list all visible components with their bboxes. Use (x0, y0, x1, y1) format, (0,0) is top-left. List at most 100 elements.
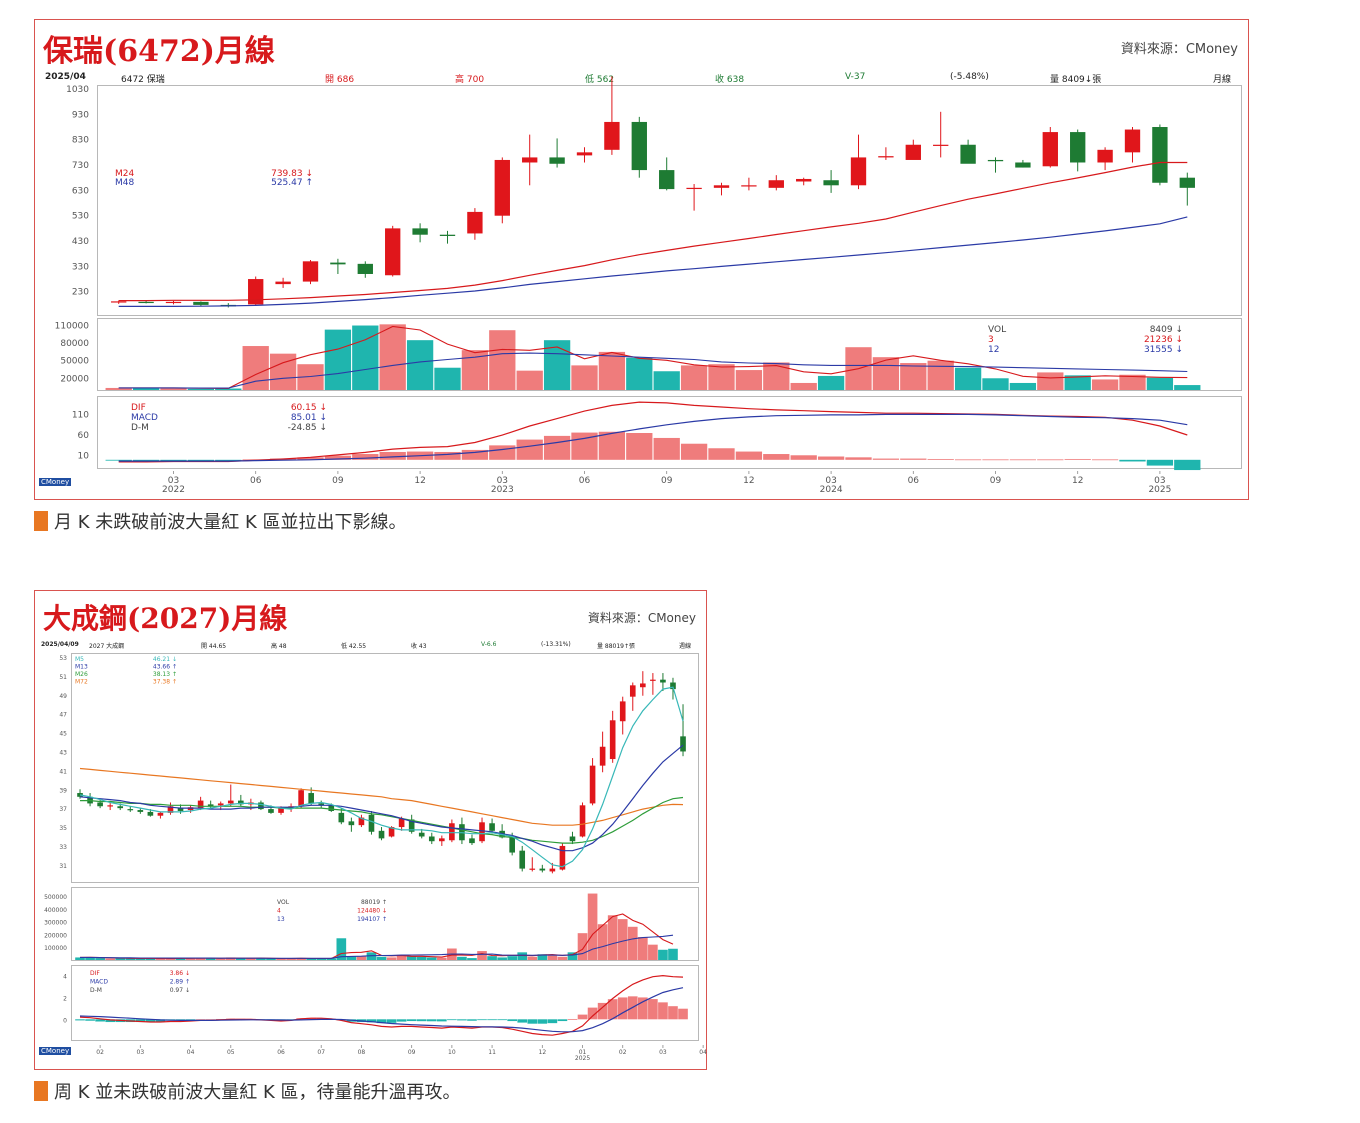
osc-bar (297, 457, 324, 460)
macd-line (79, 987, 684, 1033)
y-tick-label: 39 (59, 787, 67, 794)
y-tick-label: 51 (59, 674, 67, 681)
y-tick-label: 45 (59, 731, 67, 738)
macd-line (118, 413, 1188, 462)
y-tick-label: 43 (59, 749, 67, 756)
candle-down (1179, 177, 1195, 188)
volume-bar (638, 937, 648, 960)
vol-tick-label: 20000 (60, 374, 89, 384)
y-tick-label: 930 (72, 110, 89, 120)
osc-bar (105, 1019, 115, 1023)
info-period: 週線 (679, 643, 692, 650)
volume-bar (527, 956, 538, 960)
volume-bar (517, 952, 528, 960)
vol-legend-value: 21236 ↓ (1144, 335, 1183, 345)
vol-legend-label: VOL (277, 899, 290, 906)
volume-bar (653, 371, 680, 390)
osc-bar (617, 997, 628, 1020)
osc-bar (135, 1019, 146, 1023)
volume-bar (434, 367, 461, 390)
volume-bar (105, 387, 132, 390)
volume-bar (205, 958, 216, 960)
candle-down (412, 228, 428, 235)
y-tick-label: 630 (72, 186, 89, 196)
macd-legend-label: DIF (131, 403, 146, 413)
candle-up (599, 746, 606, 766)
osc-bar (85, 1019, 95, 1021)
osc-bar (376, 1019, 387, 1024)
info-close: 收 638 (715, 75, 745, 85)
volume-bar (326, 958, 337, 960)
osc-bar (406, 1019, 417, 1022)
volume-bar (668, 948, 678, 960)
candle-down (539, 868, 546, 871)
volume-bar (467, 958, 477, 960)
volume-bar (457, 956, 467, 960)
candle-up (640, 683, 646, 688)
chart-1-canvas: 1030 930 830 730 630 530 430 330 230 M24 739.83 ↓ M… (55, 76, 1201, 495)
osc-bar (735, 451, 763, 460)
x-tick-label: 06 (579, 476, 591, 486)
osc-bar (1037, 459, 1064, 461)
vol-tick-label: 100000 (44, 945, 67, 952)
osc-bar (658, 1002, 668, 1020)
osc-bar (447, 1019, 457, 1021)
osc-bar (416, 1019, 427, 1022)
candle-down (428, 836, 435, 842)
osc-bar (678, 1008, 688, 1020)
osc-bar (352, 454, 379, 460)
osc-bar (567, 1018, 578, 1020)
y-tick-label: 31 (59, 863, 67, 870)
x-tick-label: 03 (497, 476, 508, 486)
vol-legend-value: 88019 ↑ (361, 899, 387, 906)
vol-legend-label: 13 (277, 916, 285, 923)
volume-bar (587, 893, 598, 960)
volume-bar (215, 958, 226, 960)
volume-bar (376, 956, 387, 960)
volume-bar (735, 370, 763, 390)
osc-bar (195, 1019, 206, 1021)
candle-down (117, 806, 124, 809)
candle-down (569, 836, 576, 842)
info-close: 收 43 (411, 643, 427, 650)
volume-bar (356, 956, 367, 960)
volume-bar (1037, 372, 1064, 390)
x-tick-label: 09 (408, 1049, 416, 1056)
vol-legend-label: 3 (988, 335, 994, 345)
candle-down (348, 821, 355, 826)
volume-bar (187, 388, 215, 390)
x-tick-label: 08 (358, 1049, 366, 1056)
dif-line (79, 974, 684, 1036)
candle-up (905, 144, 921, 160)
x-tick-label: 10 (448, 1049, 456, 1056)
volume-bar (648, 944, 658, 960)
candle-down (97, 802, 103, 807)
osc-bar (1064, 458, 1091, 460)
osc-bar (461, 449, 489, 460)
volume-bar (352, 325, 379, 390)
osc-bar (557, 1019, 568, 1022)
candle-up (878, 156, 894, 158)
candle-up (439, 838, 445, 842)
candle-up (275, 281, 291, 285)
candle-up (467, 211, 483, 234)
x-tick-label: 02 (96, 1049, 104, 1056)
info-stock: 2027 大成鋼 (89, 643, 125, 650)
x-tick-label: 06 (250, 476, 262, 486)
candle-down (418, 832, 425, 837)
osc-bar (95, 1019, 105, 1022)
osc-bar (587, 1007, 598, 1020)
candle-up (1042, 132, 1058, 167)
candle-up (227, 800, 234, 804)
x-tick-year: 2025 (575, 1055, 590, 1062)
vol-tick-label: 110000 (55, 322, 90, 332)
volume-bar (105, 958, 115, 960)
vol-tick-label: 300000 (44, 920, 67, 927)
osc-bar (366, 1019, 377, 1023)
volume-bar (256, 958, 266, 960)
osc-bar (872, 458, 900, 460)
chart-panel-1: 保瑞(6472)月線 資料來源：CMoney 2025/04 6472 保瑞 開… (34, 19, 1249, 500)
candle-down (378, 830, 385, 839)
ma-line-m5 (79, 686, 684, 868)
macd-tick-label: 0 (63, 1017, 67, 1024)
